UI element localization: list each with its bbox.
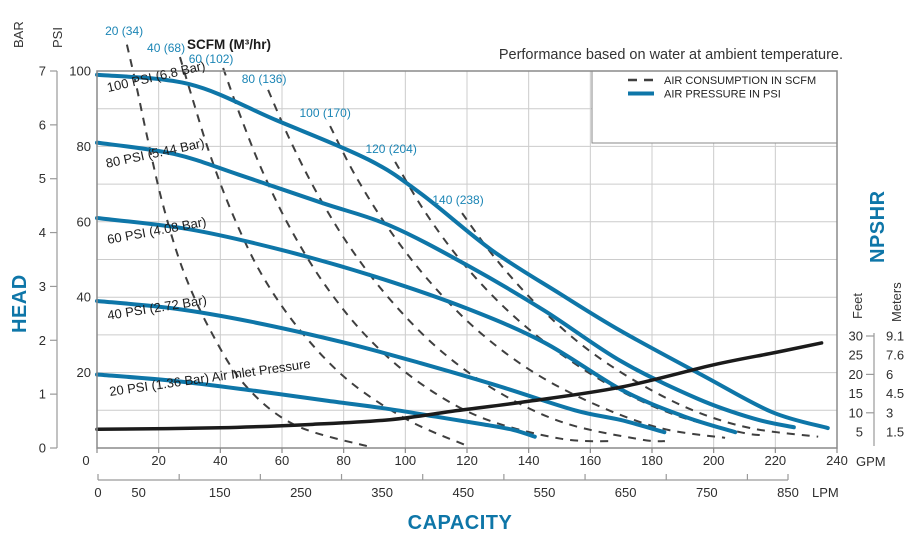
gpm-tick-label: 40 (213, 453, 227, 468)
bar-tick-label: 1 (39, 387, 46, 402)
air-consumption-curve-120-scfm (394, 161, 763, 437)
lpm-tick-label: 150 (209, 485, 231, 500)
gpm-tick-label: 140 (518, 453, 540, 468)
head-axis-title: HEAD (9, 274, 31, 333)
scfm-units-header: SCFM (M³/hr) (187, 37, 271, 52)
scfm-curve-label: 60 (102) (189, 52, 234, 66)
psi-tick-label: 80 (77, 139, 91, 154)
performance-note: Performance based on water at ambient te… (499, 47, 843, 63)
gpm-tick-label: 240 (826, 453, 848, 468)
psi-tick-label: 20 (77, 365, 91, 380)
air-consumption-curve-20-scfm (125, 44, 371, 448)
gpm-tick-label: 60 (275, 453, 289, 468)
scfm-curve-label: 140 (238) (432, 193, 483, 207)
gpm-tick-label: 220 (764, 453, 786, 468)
bar-tick-label: 6 (39, 117, 46, 132)
npshr-feet-label: 25 (849, 348, 863, 363)
air-pressure-curve-40-psi (95, 298, 667, 435)
psi-tick-label: 40 (77, 290, 91, 305)
air-pressure-curve-20-psi (95, 372, 537, 439)
gpm-tick-label: 160 (579, 453, 601, 468)
lpm-tick-label: 750 (696, 485, 718, 500)
lpm-tick-label: 350 (371, 485, 393, 500)
scfm-curve-label: 20 (34) (105, 24, 143, 38)
npshr-feet-label: 15 (849, 386, 863, 401)
bar-tick-label: 0 (39, 441, 46, 456)
lpm-tick-label: 50 (131, 485, 145, 500)
scfm-curve-label: 100 (170) (299, 106, 350, 120)
npshr-feet-label: 20 (849, 367, 863, 382)
lpm-unit-label: LPM (812, 485, 839, 500)
legend-item-air-pressure: AIR PRESSURE IN PSI (664, 89, 781, 101)
npshr-meters-label: 9.1 (886, 329, 904, 344)
legend: AIR CONSUMPTION IN SCFM AIR PRESSURE IN … (591, 70, 838, 144)
air-pressure-curve-100-psi (95, 72, 830, 431)
air-pressure-curve-80-psi (95, 140, 796, 430)
lpm-tick-label: 0 (94, 485, 101, 500)
gpm-tick-label: 20 (151, 453, 165, 468)
legend-box (591, 70, 838, 144)
lpm-tick-label: 450 (452, 485, 474, 500)
npshr-feet-label: 5 (856, 425, 863, 440)
npshr-meters-label: 3 (886, 405, 893, 420)
npshr-feet-label: 10 (849, 405, 863, 420)
pressure-curve-label: 80 PSI (5.44 Bar) (104, 135, 205, 171)
bar-tick-label: 3 (39, 279, 46, 294)
air-consumption-curve-100-scfm (329, 125, 726, 439)
npshr-meters-label: 6 (886, 367, 893, 382)
bar-tick-label: 2 (39, 333, 46, 348)
psi-tick-label: 100 (69, 64, 91, 79)
psi-axis-title: PSI (50, 27, 65, 48)
gpm-tick-label: 0 (82, 453, 89, 468)
bar-tick-label: 7 (39, 64, 46, 79)
lpm-tick-label: 550 (534, 485, 556, 500)
npshr-meters-label: 1.5 (886, 425, 904, 440)
air-consumption-curve-80-scfm (267, 89, 666, 443)
gpm-tick-label: 180 (641, 453, 663, 468)
scfm-curve-label: 80 (136) (242, 72, 287, 86)
air-consumption-curve-140-scfm (461, 212, 819, 438)
gpm-tick-label: 100 (394, 453, 416, 468)
npshr-curve (95, 341, 824, 432)
air-pressure-curve-60-psi (95, 216, 738, 435)
gpm-tick-label: 120 (456, 453, 478, 468)
npshr-feet-label: 30 (849, 329, 863, 344)
gpm-unit-label: GPM (856, 454, 886, 469)
curve-labels-layer: 100 PSI (6.8 Bar)80 PSI (5.44 Bar)60 PSI… (104, 24, 483, 399)
npshr-meters-label: 7.6 (886, 348, 904, 363)
legend-item-air-consumption: AIR CONSUMPTION IN SCFM (664, 75, 816, 87)
scfm-curve-label: 40 (68) (147, 41, 185, 55)
bar-tick-label: 5 (39, 171, 46, 186)
npshr-axis-title: NPSHR (867, 190, 889, 263)
scfm-curve-label: 120 (204) (365, 142, 416, 156)
npshr-meters-title: Meters (889, 282, 904, 322)
curves-layer (95, 44, 830, 448)
gpm-tick-label: 80 (336, 453, 350, 468)
capacity-axis-title: CAPACITY (408, 512, 513, 534)
lpm-tick-label: 650 (615, 485, 637, 500)
psi-tick-label: 60 (77, 214, 91, 229)
npshr-meters-label: 4.5 (886, 386, 904, 401)
bar-axis-title: BAR (11, 21, 26, 48)
lpm-tick-label: 850 (777, 485, 799, 500)
npshr-feet-title: Feet (850, 293, 865, 319)
bar-tick-label: 4 (39, 225, 46, 240)
gpm-tick-label: 200 (703, 453, 725, 468)
lpm-tick-label: 250 (290, 485, 312, 500)
